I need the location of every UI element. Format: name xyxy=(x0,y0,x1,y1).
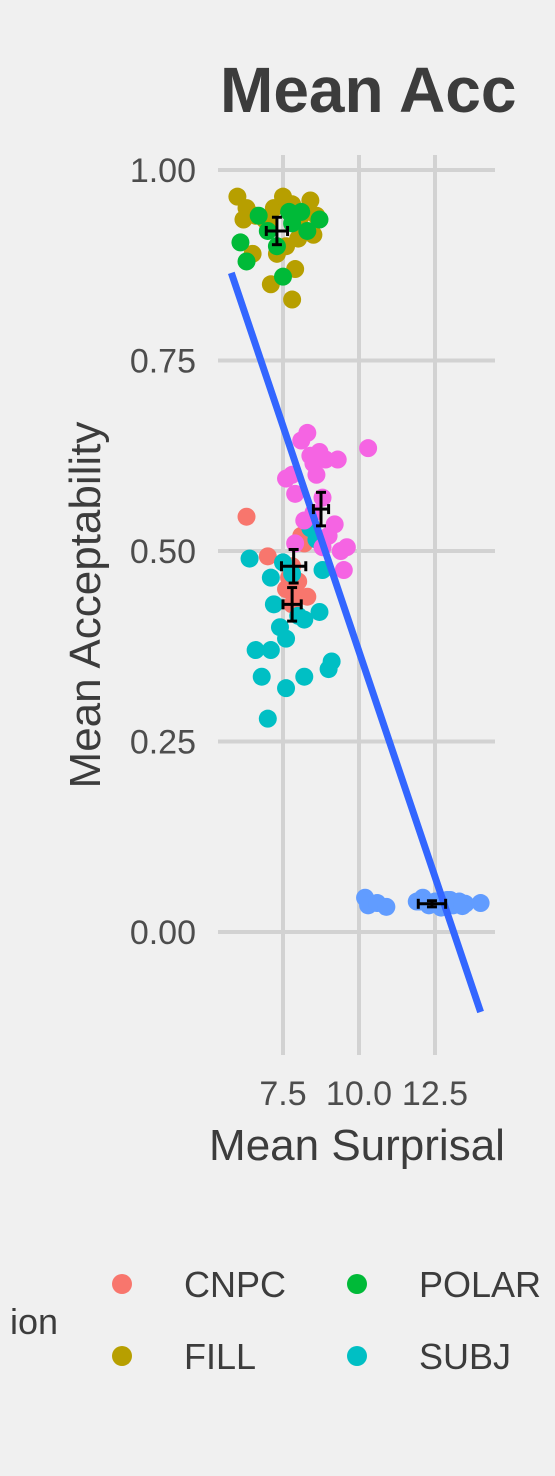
point-s3-19 xyxy=(274,553,292,572)
point-s4-13 xyxy=(471,894,490,913)
point-s2-5 xyxy=(274,267,292,286)
legend-label-1: POLAR xyxy=(419,1264,541,1305)
point-s5-4 xyxy=(298,423,317,442)
summary-point-0 xyxy=(264,215,290,247)
point-s3-4 xyxy=(261,641,280,660)
x-axis-label: Mean Surprisal xyxy=(209,1121,505,1170)
point-s4-3 xyxy=(377,897,396,916)
legend-label-3: SUBJ xyxy=(419,1336,511,1377)
point-s3-18 xyxy=(322,652,341,671)
y-tick-label-3: 0.75 xyxy=(130,343,196,381)
point-s3-2 xyxy=(252,667,271,686)
legend-item-cnpc: CNPC xyxy=(112,1264,286,1305)
point-s1-14 xyxy=(283,290,302,309)
legend-item-fill: FILL xyxy=(112,1336,256,1377)
point-s1-19 xyxy=(234,210,253,229)
y-tick-label-1: 0.25 xyxy=(130,724,196,762)
legend-label-2: FILL xyxy=(184,1336,256,1377)
summary-error-bars xyxy=(264,215,448,909)
point-s2-0 xyxy=(231,233,250,252)
legend-swatch-2 xyxy=(112,1346,132,1366)
chart-title: Mean Acc xyxy=(220,54,516,126)
point-s3-13 xyxy=(295,667,314,686)
point-s4-16 xyxy=(453,897,472,916)
point-s3-1 xyxy=(246,641,265,660)
point-s5-13 xyxy=(337,538,356,557)
point-s0-1 xyxy=(258,547,277,566)
summary-point-3 xyxy=(311,490,331,528)
y-tick-label-0: 0.00 xyxy=(130,914,196,952)
x-tick-label-0: 7.5 xyxy=(259,1075,306,1113)
point-s5-15 xyxy=(359,439,378,458)
point-s5-2 xyxy=(286,484,305,503)
y-axis-label: Mean Acceptability xyxy=(61,422,110,789)
point-s2-9 xyxy=(310,210,329,229)
y-axis-ticks: 0.00 0.25 0.50 0.75 1.00 xyxy=(130,152,196,952)
y-tick-label-4: 1.00 xyxy=(130,152,196,190)
legend-label-0: CNPC xyxy=(184,1264,286,1305)
summary-point-4 xyxy=(416,898,448,909)
point-s3-0 xyxy=(240,549,259,568)
point-s5-7 xyxy=(307,465,326,484)
legend-item-polar: POLAR xyxy=(347,1264,541,1305)
point-s3-15 xyxy=(310,602,329,621)
point-s0-7 xyxy=(298,587,317,606)
point-s0-0 xyxy=(237,507,256,526)
x-tick-label-2: 12.5 xyxy=(402,1075,468,1113)
summary-point-2 xyxy=(281,586,303,623)
point-s5-20 xyxy=(286,534,305,553)
legend-swatch-3 xyxy=(347,1346,367,1366)
point-s2-8 xyxy=(298,221,317,240)
point-s2-10 xyxy=(280,202,299,221)
point-s2-1 xyxy=(237,252,256,271)
legend-title: ion xyxy=(10,1301,58,1342)
trend-line-group xyxy=(228,271,484,1014)
legend-swatch-0 xyxy=(112,1274,132,1294)
legend: CNPC POLAR FILL SUBJ xyxy=(112,1264,541,1377)
point-s3-5 xyxy=(264,595,283,614)
point-s5-14 xyxy=(334,561,353,580)
point-s3-8 xyxy=(277,629,296,648)
y-tick-label-2: 0.50 xyxy=(130,533,196,571)
x-axis-ticks: 7.5 10.0 12.5 xyxy=(259,1075,468,1113)
point-s3-6 xyxy=(261,568,280,587)
point-s4-14 xyxy=(410,892,429,911)
legend-swatch-1 xyxy=(347,1274,367,1294)
point-s2-4 xyxy=(267,237,286,256)
trend-line xyxy=(228,271,484,1014)
summary-point-1 xyxy=(279,547,308,585)
point-s3-9 xyxy=(277,679,296,698)
point-s3-12 xyxy=(295,610,314,629)
point-s2-2 xyxy=(249,206,268,225)
legend-item-subj: SUBJ xyxy=(347,1336,511,1377)
x-tick-label-1: 10.0 xyxy=(326,1075,392,1113)
point-s3-3 xyxy=(258,709,277,728)
point-s5-10 xyxy=(328,450,347,469)
